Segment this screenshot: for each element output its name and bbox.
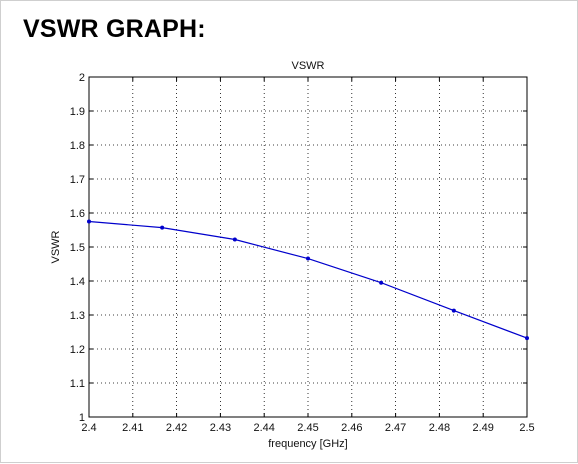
x-tick-label: 2.48: [429, 422, 450, 434]
x-tick-label: 2.47: [385, 422, 406, 434]
data-point: [379, 280, 384, 285]
plot-area: 2.4 2.41 2.42 2.43 2.44 2.45 2.46 2.47 2.48 2.49 2…: [70, 72, 535, 434]
data-point: [306, 256, 310, 261]
y-tick-label: 1.8: [70, 140, 85, 152]
x-tick-label: 2.5: [519, 422, 534, 434]
section-heading: VSWR GRAPH:: [23, 15, 206, 43]
y-tick-label: 1.7: [70, 174, 85, 186]
x-ticks: 2.4 2.41 2.42 2.43 2.44 2.45 2.46 2.47 2.48 2.49 2…: [81, 77, 535, 434]
y-tick-label: 2: [79, 72, 85, 84]
x-axis-label: frequency [GHz]: [268, 438, 347, 450]
y-tick-label: 1: [79, 412, 85, 424]
data-point: [232, 237, 237, 242]
y-tick-label: 1.1: [70, 378, 85, 390]
x-tick-label: 2.46: [341, 422, 362, 434]
data-point: [451, 308, 456, 313]
y-tick-label: 1.4: [70, 276, 85, 288]
x-tick-label: 2.49: [472, 422, 493, 434]
x-tick-label: 2.42: [166, 422, 187, 434]
data-point: [525, 336, 529, 341]
y-tick-label: 1.2: [70, 344, 85, 356]
chart-title: VSWR: [292, 60, 325, 72]
x-tick-label: 2.44: [253, 422, 274, 434]
y-ticks: 1 1.1 1.2 1.3 1.4 1.5 1.6 1.7 1.8 1.9 2: [70, 72, 527, 424]
x-tick-label: 2.41: [122, 422, 143, 434]
x-tick-label: 2.4: [81, 422, 96, 434]
x-tick-label: 2.43: [210, 422, 231, 434]
y-tick-label: 1.6: [70, 208, 85, 220]
gridlines: [89, 77, 527, 417]
y-tick-label: 1.9: [70, 106, 85, 118]
y-axis-label: VSWR: [50, 230, 62, 263]
y-tick-label: 1.5: [70, 242, 85, 254]
series-layer: [87, 219, 529, 341]
data-point: [160, 225, 165, 230]
x-tick-label: 2.45: [297, 422, 318, 434]
data-point: [87, 219, 91, 224]
y-tick-label: 1.3: [70, 310, 85, 322]
